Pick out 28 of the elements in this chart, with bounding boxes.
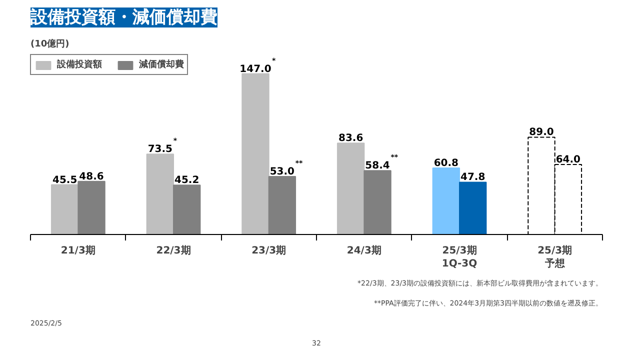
x-tick-label: 25/3期予想 [538, 244, 572, 270]
legend-label: 減価償却費 [139, 58, 184, 71]
data-label: 45.2 [174, 175, 200, 186]
data-label: 47.8 [460, 172, 486, 184]
y-axis-title: (10億円) [30, 38, 70, 50]
x-tick-label: 25/3期1Q-3Q [442, 244, 478, 270]
data-label: 89.0 [529, 127, 554, 138]
bar [242, 73, 270, 234]
data-label: 64.0 [556, 154, 581, 166]
bar [459, 182, 487, 234]
data-label: 83.6 [338, 133, 364, 144]
x-tick-label: 24/3期 [346, 244, 382, 256]
x-tick-label: 22/3期 [156, 244, 191, 256]
legend-label: 設備投資額 [57, 58, 102, 71]
bar [432, 168, 460, 234]
data-label: 60.8 [434, 158, 459, 170]
x-tick-label: 21/3期 [60, 244, 96, 256]
data-label: 48.6 [79, 171, 104, 182]
chart-title: 設備投資額・減価償却費 [30, 8, 218, 28]
bar [78, 180, 106, 234]
bar [173, 184, 201, 234]
bar [268, 176, 296, 234]
bar [336, 142, 365, 234]
bar [50, 184, 79, 234]
bar [146, 154, 174, 234]
bar [364, 170, 392, 234]
x-tick-label: 23/3期 [252, 244, 286, 256]
data-label: 45.5 [52, 174, 78, 186]
